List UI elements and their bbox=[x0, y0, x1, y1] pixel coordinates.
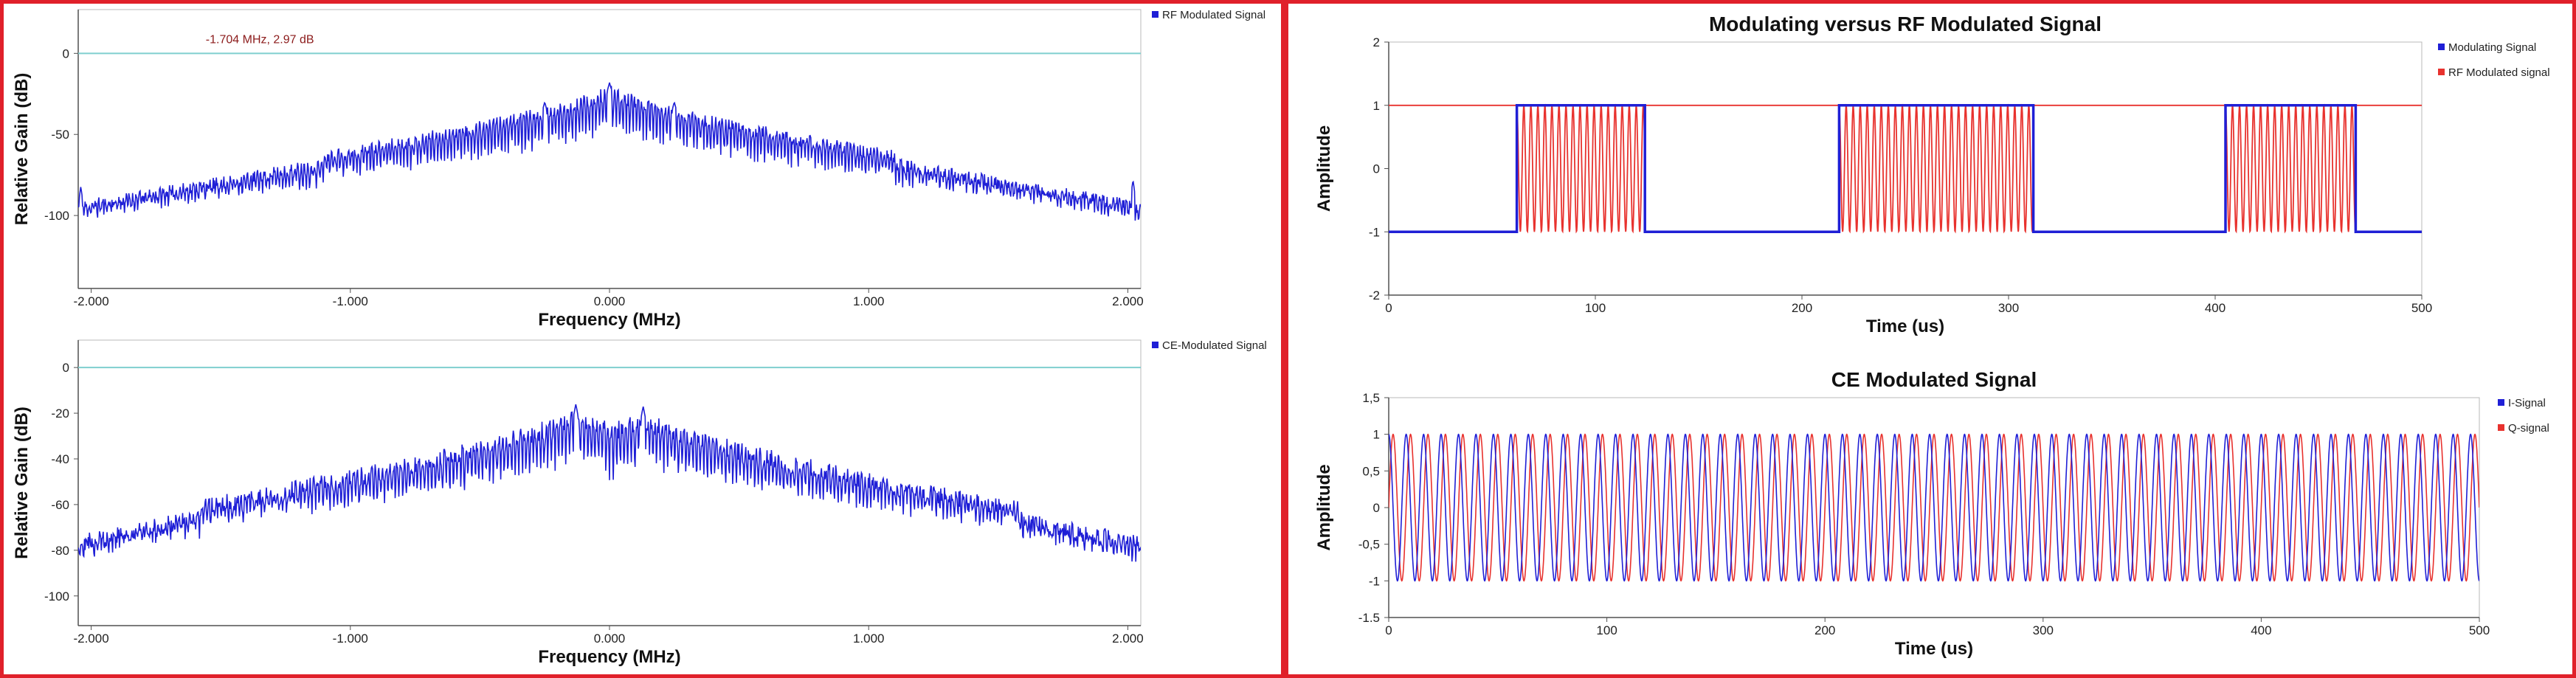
x-tick-label: 200 bbox=[1814, 623, 1835, 637]
x-tick-label: 100 bbox=[1596, 623, 1617, 637]
x-tick-label: 200 bbox=[1792, 301, 1812, 315]
y-tick-label: 0 bbox=[63, 46, 69, 60]
y-tick-label: 1 bbox=[1373, 99, 1380, 113]
legend: I-Signal Q-signal bbox=[2498, 397, 2549, 435]
y-tick-label: -20 bbox=[51, 407, 69, 421]
legend-swatch bbox=[2438, 44, 2445, 50]
legend-swatch bbox=[2498, 424, 2504, 431]
y-axis-label: Relative Gain (dB) bbox=[12, 407, 32, 559]
x-tick-label: 2.000 bbox=[1112, 294, 1144, 308]
y-tick-label: -1.5 bbox=[1358, 611, 1380, 625]
plot-frame bbox=[77, 9, 1142, 289]
x-tick-label: 300 bbox=[2033, 623, 2054, 637]
trace-rf-modulated-signal bbox=[1389, 103, 2422, 234]
y-tick-label: -50 bbox=[51, 128, 69, 142]
legend-label: Modulating Signal bbox=[2448, 41, 2536, 54]
x-tick-label: 500 bbox=[2411, 301, 2432, 315]
x-tick-label: 2.000 bbox=[1112, 632, 1144, 646]
trace-modulating-signal bbox=[1389, 104, 2422, 234]
legend-label: RF Modulated Signal bbox=[1162, 9, 1265, 21]
y-tick-label: 1,5 bbox=[1362, 391, 1380, 405]
y-tick-label: -2 bbox=[1369, 288, 1380, 302]
x-ticks: 0 100 200 300 400 500 bbox=[1385, 295, 2432, 315]
y-tick-label: 0,5 bbox=[1362, 464, 1380, 478]
trace-i-signal bbox=[1389, 433, 2479, 582]
x-axis-label: Frequency (MHz) bbox=[538, 310, 680, 330]
ce-modulated-signal-chart: 0 100 200 300 400 500 1,5 1 0,5 0 -0,5 -1 -1.5 Time (… bbox=[1314, 368, 2549, 659]
x-tick-label: -1.000 bbox=[333, 632, 368, 646]
x-tick-label: 100 bbox=[1585, 301, 1606, 315]
chart-title: Modulating versus RF Modulated Signal bbox=[1709, 13, 2102, 35]
x-ticks: -2.000 -1.000 0.000 1.000 2.000 bbox=[73, 626, 1144, 646]
y-tick-label: -0,5 bbox=[1358, 538, 1380, 552]
legend-label: RF Modulated signal bbox=[2448, 66, 2550, 79]
x-axis-label: Time (us) bbox=[1866, 316, 1944, 336]
x-axis-label: Frequency (MHz) bbox=[538, 647, 680, 667]
y-tick-label: -80 bbox=[51, 544, 69, 558]
y-tick-label: -100 bbox=[44, 589, 69, 603]
legend-label: CE-Modulated Signal bbox=[1162, 339, 1267, 352]
x-tick-label: 0 bbox=[1385, 301, 1392, 315]
legend-swatch bbox=[2438, 69, 2445, 75]
spectrum-panel: -2.000 -1.000 0.000 1.000 2.000 0 -50 -100 Frequ… bbox=[0, 0, 1285, 678]
x-tick-label: 1.000 bbox=[853, 632, 885, 646]
y-axis-label: Amplitude bbox=[1314, 464, 1334, 550]
x-ticks: 0 100 200 300 400 500 bbox=[1385, 618, 2490, 637]
cursor-readout: -1.704 MHz, 2.97 dB bbox=[206, 33, 314, 46]
y-ticks: 0 -50 -100 bbox=[44, 46, 78, 223]
chart-title: CE Modulated Signal bbox=[1831, 368, 2037, 391]
x-tick-label: 400 bbox=[2205, 301, 2225, 315]
x-ticks: -2.000 -1.000 0.000 1.000 2.000 bbox=[73, 288, 1144, 308]
x-tick-label: -2.000 bbox=[73, 294, 108, 308]
legend: RF Modulated Signal bbox=[1152, 9, 1265, 21]
legend-swatch bbox=[1152, 342, 1158, 348]
x-tick-label: -1.000 bbox=[333, 294, 368, 308]
y-tick-label: 1 bbox=[1373, 428, 1380, 442]
y-ticks: 0 -20 -40 -60 -80 -100 bbox=[44, 361, 78, 603]
x-tick-label: 400 bbox=[2251, 623, 2271, 637]
legend-label: Q-signal bbox=[2508, 422, 2549, 435]
rf-spectrum-chart: -2.000 -1.000 0.000 1.000 2.000 0 -50 -100 Frequ… bbox=[12, 9, 1265, 330]
x-tick-label: 0 bbox=[1385, 623, 1392, 637]
modulating-vs-rf-chart: 0 100 200 300 400 500 2 1 0 -1 -2 Time (us) Amplitud… bbox=[1314, 13, 2550, 336]
x-tick-label: 0.000 bbox=[594, 294, 626, 308]
y-tick-label: -40 bbox=[51, 452, 69, 466]
y-ticks: 1,5 1 0,5 0 -0,5 -1 -1.5 bbox=[1358, 391, 1389, 625]
x-tick-label: -2.000 bbox=[73, 632, 108, 646]
spectrum-plots: -2.000 -1.000 0.000 1.000 2.000 0 -50 -100 Frequ… bbox=[12, 9, 1267, 667]
legend-swatch bbox=[2498, 399, 2504, 406]
x-tick-label: 500 bbox=[2469, 623, 2490, 637]
y-axis-label: Amplitude bbox=[1314, 125, 1334, 212]
trace-ce-modulated-signal bbox=[78, 404, 1141, 562]
y-tick-label: 0 bbox=[63, 361, 69, 375]
x-tick-label: 0.000 bbox=[594, 632, 626, 646]
plot-frame bbox=[77, 339, 1142, 626]
y-ticks: 2 1 0 -1 -2 bbox=[1369, 35, 1389, 302]
ce-spectrum-chart: -2.000 -1.000 0.000 1.000 2.000 0 -20 -40 -60 -80… bbox=[12, 339, 1267, 667]
y-tick-label: -1 bbox=[1369, 225, 1380, 239]
time-domain-panel: 0 100 200 300 400 500 2 1 0 -1 -2 Time (us) Amplitud… bbox=[1285, 0, 2576, 678]
y-tick-label: -60 bbox=[51, 498, 69, 512]
legend: CE-Modulated Signal bbox=[1152, 339, 1267, 352]
legend-label: I-Signal bbox=[2508, 397, 2546, 409]
legend-swatch bbox=[1152, 11, 1158, 18]
x-axis-label: Time (us) bbox=[1895, 639, 1973, 659]
x-tick-label: 1.000 bbox=[853, 294, 885, 308]
y-tick-label: -100 bbox=[44, 209, 69, 223]
y-tick-label: 0 bbox=[1373, 162, 1380, 176]
trace-rf-modulated-signal bbox=[78, 82, 1141, 221]
y-tick-label: 2 bbox=[1373, 35, 1380, 49]
trace-q-signal bbox=[1389, 433, 2479, 582]
legend: Modulating Signal RF Modulated signal bbox=[2438, 41, 2550, 79]
y-tick-label: -1 bbox=[1369, 574, 1380, 588]
x-tick-label: 300 bbox=[1998, 301, 2019, 315]
y-tick-label: 0 bbox=[1373, 501, 1380, 515]
y-axis-label: Relative Gain (dB) bbox=[12, 73, 32, 226]
